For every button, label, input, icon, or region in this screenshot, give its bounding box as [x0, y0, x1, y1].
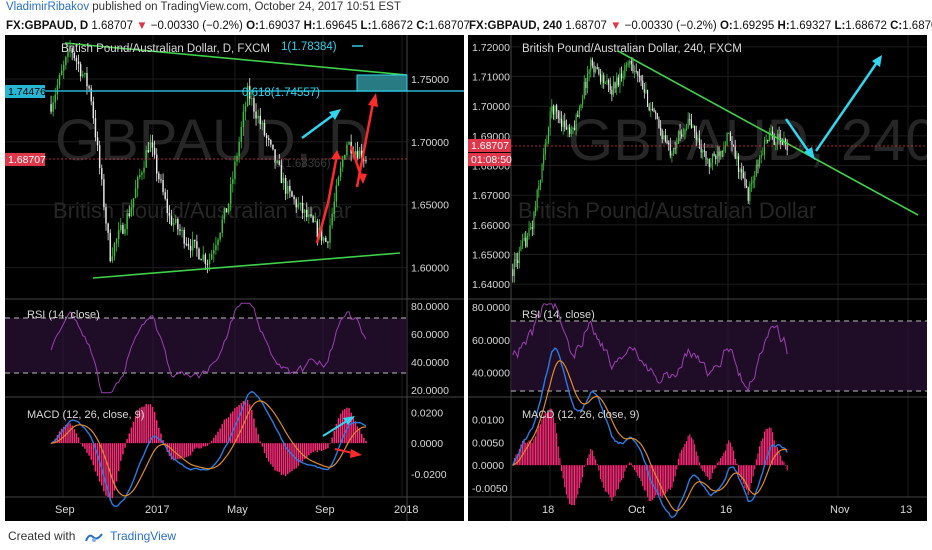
time-axis-label: 2018 — [394, 504, 418, 516]
right-rsi-line — [512, 302, 788, 393]
left-rsi-line — [50, 302, 367, 394]
left-cyan-arrow[interactable] — [301, 111, 337, 140]
tradingview-logo-icon — [84, 533, 103, 542]
price-axis-label: 1.65000 — [472, 250, 510, 262]
price-axis-label: 1.67000 — [472, 190, 510, 202]
left-fib-zone[interactable] — [356, 74, 408, 92]
left-chart-panel[interactable]: GBPAUD, D British Pound/Australian Dolla… — [5, 35, 464, 521]
left-fib-1-label: 1(1.78384) — [281, 41, 337, 53]
right-rsi-label: RSI (14, close) — [522, 309, 595, 321]
right-chart-panel[interactable]: GBPAUD, 240 British Pound/Australian Dol… — [468, 35, 927, 521]
rsi-axis-label: 60.0000 — [411, 329, 449, 341]
left-rsi-label: RSI (14, close) — [27, 309, 100, 321]
right-symbol[interactable]: FX:GBPAUD, 240 — [469, 20, 563, 32]
rsi-axis-label: 40.0000 — [411, 357, 449, 369]
left-last-price-tag: 1.68707 — [8, 154, 46, 166]
macd-axis-label: 0.0100 — [472, 415, 504, 427]
left-upper-trendline[interactable] — [64, 42, 408, 76]
left-macd-label: MACD (12, 26, close, 9) — [27, 409, 144, 421]
time-axis-label: May — [227, 504, 248, 516]
publish-header: VladimirRibakov published on TradingView… — [0, 0, 932, 16]
left-watermark-sub: British Pound/Australian Dollar — [53, 198, 351, 223]
time-axis-label: Sep — [315, 504, 335, 516]
right-legend: British Pound/Australian Dollar, 240, FX… — [522, 43, 742, 55]
right-low: 1.68672 — [845, 20, 887, 32]
footer-created: Created with — [8, 529, 76, 543]
macd-axis-label: 0.0000 — [472, 460, 504, 472]
right-last-price-tag: 1.68707 — [471, 140, 509, 152]
time-axis-label: 13 — [900, 504, 912, 516]
macd-axis-label: -0.0050 — [472, 483, 508, 495]
price-axis-label: 1.75000 — [411, 74, 449, 86]
left-macd-cyan-arrow[interactable] — [322, 418, 351, 437]
left-legend: British Pound/Australian Dollar, D, FXCM — [61, 43, 270, 55]
macd-axis-label: 0.0000 — [411, 438, 443, 450]
left-high: 1.69645 — [315, 20, 358, 32]
right-title-bar: FX:GBPAUD, 240 1.68707 ▼ −0.00330 (−0.2%… — [469, 17, 932, 35]
left-title-bar: FX:GBPAUD, D 1.68707 ▼ −0.00330 (−0.2%) … — [6, 20, 470, 32]
left-chart-svg[interactable]: GBPAUD, D British Pound/Australian Dolla… — [5, 35, 464, 521]
right-watermark-sub: British Pound/Australian Dollar — [518, 198, 816, 223]
left-signal-line — [51, 400, 366, 497]
macd-axis-label: -0.0200 — [411, 469, 447, 481]
right-close: 1.68707 — [902, 20, 932, 32]
time-axis-label: 16 — [720, 504, 732, 516]
right-change: −0.00330 (−0.2%) — [624, 20, 717, 32]
left-watermark: GBPAUD, D — [55, 108, 370, 173]
rsi-axis-label: 80.0000 — [411, 301, 449, 313]
price-axis-label: 1.64000 — [472, 279, 510, 291]
left-fib-618-label: 0.618(1.74557) — [242, 87, 320, 99]
right-macd-label: MACD (12, 26, close, 9) — [522, 409, 639, 421]
left-price: 1.68707 — [91, 20, 133, 32]
right-down-arrow-icon: ▼ — [610, 20, 622, 32]
left-down-arrow-icon: ▼ — [136, 20, 148, 32]
left-fib-0-label: 0(1.68366) — [275, 158, 331, 170]
macd-axis-label: 0.0200 — [411, 407, 443, 419]
left-low: 1.68672 — [371, 20, 413, 32]
right-signal-line — [512, 360, 788, 512]
time-axis-label: 18 — [542, 504, 554, 516]
right-candles — [512, 56, 788, 283]
rsi-axis-label: 80.0000 — [472, 302, 510, 314]
right-macd-histogram — [512, 408, 788, 506]
right-countdown-tag: 01:08:50 — [471, 154, 512, 166]
left-close: 1.68707 — [428, 20, 470, 32]
right-cyan-up-arrow[interactable] — [814, 60, 880, 152]
right-cyan-down-arrow[interactable] — [784, 118, 813, 156]
rsi-axis-label: 20.0000 — [411, 385, 449, 397]
time-axis-label: Oct — [628, 504, 645, 516]
right-macd-line — [512, 347, 788, 519]
left-support-price-tag: 1.74476 — [8, 86, 46, 98]
rsi-axis-label: 60.0000 — [472, 335, 510, 347]
right-high: 1.69327 — [789, 20, 832, 32]
price-axis-label: 1.70000 — [472, 101, 510, 113]
right-chart-svg[interactable]: GBPAUD, 240 British Pound/Australian Dol… — [468, 35, 927, 521]
right-watermark: GBPAUD, 240 — [568, 108, 927, 173]
macd-axis-label: 0.0050 — [472, 437, 504, 449]
left-macd-line — [50, 390, 367, 508]
time-axis-label: Sep — [55, 504, 75, 516]
author-link[interactable]: VladimirRibakov — [6, 1, 90, 13]
price-axis-label: 1.72000 — [472, 42, 510, 54]
footer-brand-link[interactable]: TradingView — [110, 529, 177, 543]
left-open: 1.69037 — [258, 20, 301, 32]
footer: Created with TradingView — [8, 527, 176, 545]
left-candles — [50, 40, 367, 274]
price-axis-label: 1.71000 — [472, 72, 510, 84]
price-axis-label: 1.65000 — [411, 200, 449, 212]
rsi-axis-label: 40.0000 — [472, 368, 510, 380]
right-downtrend-line[interactable] — [617, 50, 919, 216]
price-axis-label: 1.70000 — [411, 137, 449, 149]
left-lower-trendline[interactable] — [92, 252, 401, 279]
publish-info: published on TradingView.com, October 24… — [89, 1, 401, 13]
right-price: 1.68707 — [565, 20, 607, 32]
price-axis-label: 1.66000 — [472, 220, 510, 232]
right-open: 1.69295 — [732, 20, 775, 32]
price-axis-label: 1.60000 — [411, 263, 449, 275]
time-axis-label: 2017 — [145, 504, 169, 516]
left-change: −0.00330 (−0.2%) — [150, 20, 243, 32]
left-symbol[interactable]: FX:GBPAUD, D — [6, 20, 89, 32]
time-axis-label: Nov — [830, 504, 850, 516]
left-macd-histogram — [50, 399, 367, 501]
